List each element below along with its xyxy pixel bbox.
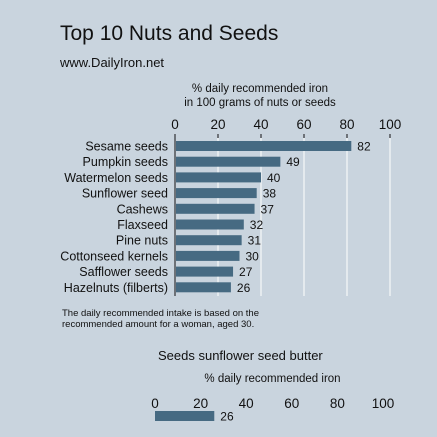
x-axis-title: % daily recommended iron in 100 grams of… (175, 82, 345, 110)
bar-9 (176, 282, 231, 293)
data-label-6: 31 (248, 234, 262, 248)
data-label-4: 37 (261, 202, 275, 216)
chart2-x-tick-label-2: 40 (239, 396, 254, 411)
x-axis-title-line-1: % daily recommended iron (191, 83, 329, 95)
bar-0 (176, 141, 352, 151)
data-label-2: 40 (267, 171, 281, 185)
x-tick-label-1: 20 (210, 117, 225, 132)
chart2-bar-0 (155, 411, 215, 421)
chart2-data-label-0: 26 (220, 410, 234, 424)
x-tick-label-4: 80 (339, 117, 354, 132)
bar-7 (176, 250, 240, 261)
chart2-x-tick-label-5: 100 (372, 396, 395, 411)
data-label-9: 26 (237, 281, 251, 295)
chart-subtitle: www.DailyIron.net (60, 55, 165, 70)
category-label-3: Sunflower seed (82, 187, 168, 201)
bar-5 (176, 219, 244, 230)
x-axis-title-line-2: in 100 grams of nuts or seeds (184, 97, 336, 109)
x-tick-label-3: 60 (296, 117, 311, 132)
bar-3 (176, 188, 257, 199)
category-label-2: Watermelon seeds (64, 171, 168, 185)
second-chart-x-axis-title: % daily recommended iron (204, 373, 341, 385)
chart2-x-tick-label-3: 60 (284, 396, 299, 411)
x-tick-label-5: 100 (379, 117, 402, 132)
category-label-1: Pumpkin seeds (83, 155, 168, 169)
chart2-x-tick-label-1: 20 (193, 396, 208, 411)
bar-2 (176, 172, 261, 183)
category-label-8: Safflower seeds (79, 265, 168, 279)
second-chart-title: Seeds sunflower seed butter (158, 348, 323, 363)
category-label-6: Pine nuts (116, 234, 168, 248)
category-label-4: Cashews (117, 202, 168, 216)
x-tick-label-0: 0 (171, 117, 179, 132)
bar-6 (176, 235, 242, 246)
data-label-8: 27 (239, 265, 253, 279)
bar-4 (176, 203, 255, 214)
category-label-0: Sesame seeds (85, 140, 168, 154)
data-label-3: 38 (263, 187, 277, 201)
data-label-1: 49 (286, 155, 300, 169)
chart2-x-tick-label-4: 80 (330, 396, 345, 411)
chart-title: Top 10 Nuts and Seeds (60, 22, 279, 45)
bar-8 (176, 266, 234, 277)
data-label-7: 30 (246, 249, 260, 263)
footnote: The daily recommended intake is based on… (62, 308, 259, 330)
category-label-5: Flaxseed (117, 218, 168, 232)
category-label-7: Cottonseed kernels (60, 249, 168, 263)
chart2-x-tick-label-0: 0 (151, 396, 159, 411)
bar-1 (176, 156, 281, 167)
data-label-0: 82 (357, 140, 371, 154)
category-label-9: Hazelnuts (filberts) (64, 281, 168, 295)
x-tick-label-2: 40 (253, 117, 268, 132)
data-label-5: 32 (250, 218, 264, 232)
